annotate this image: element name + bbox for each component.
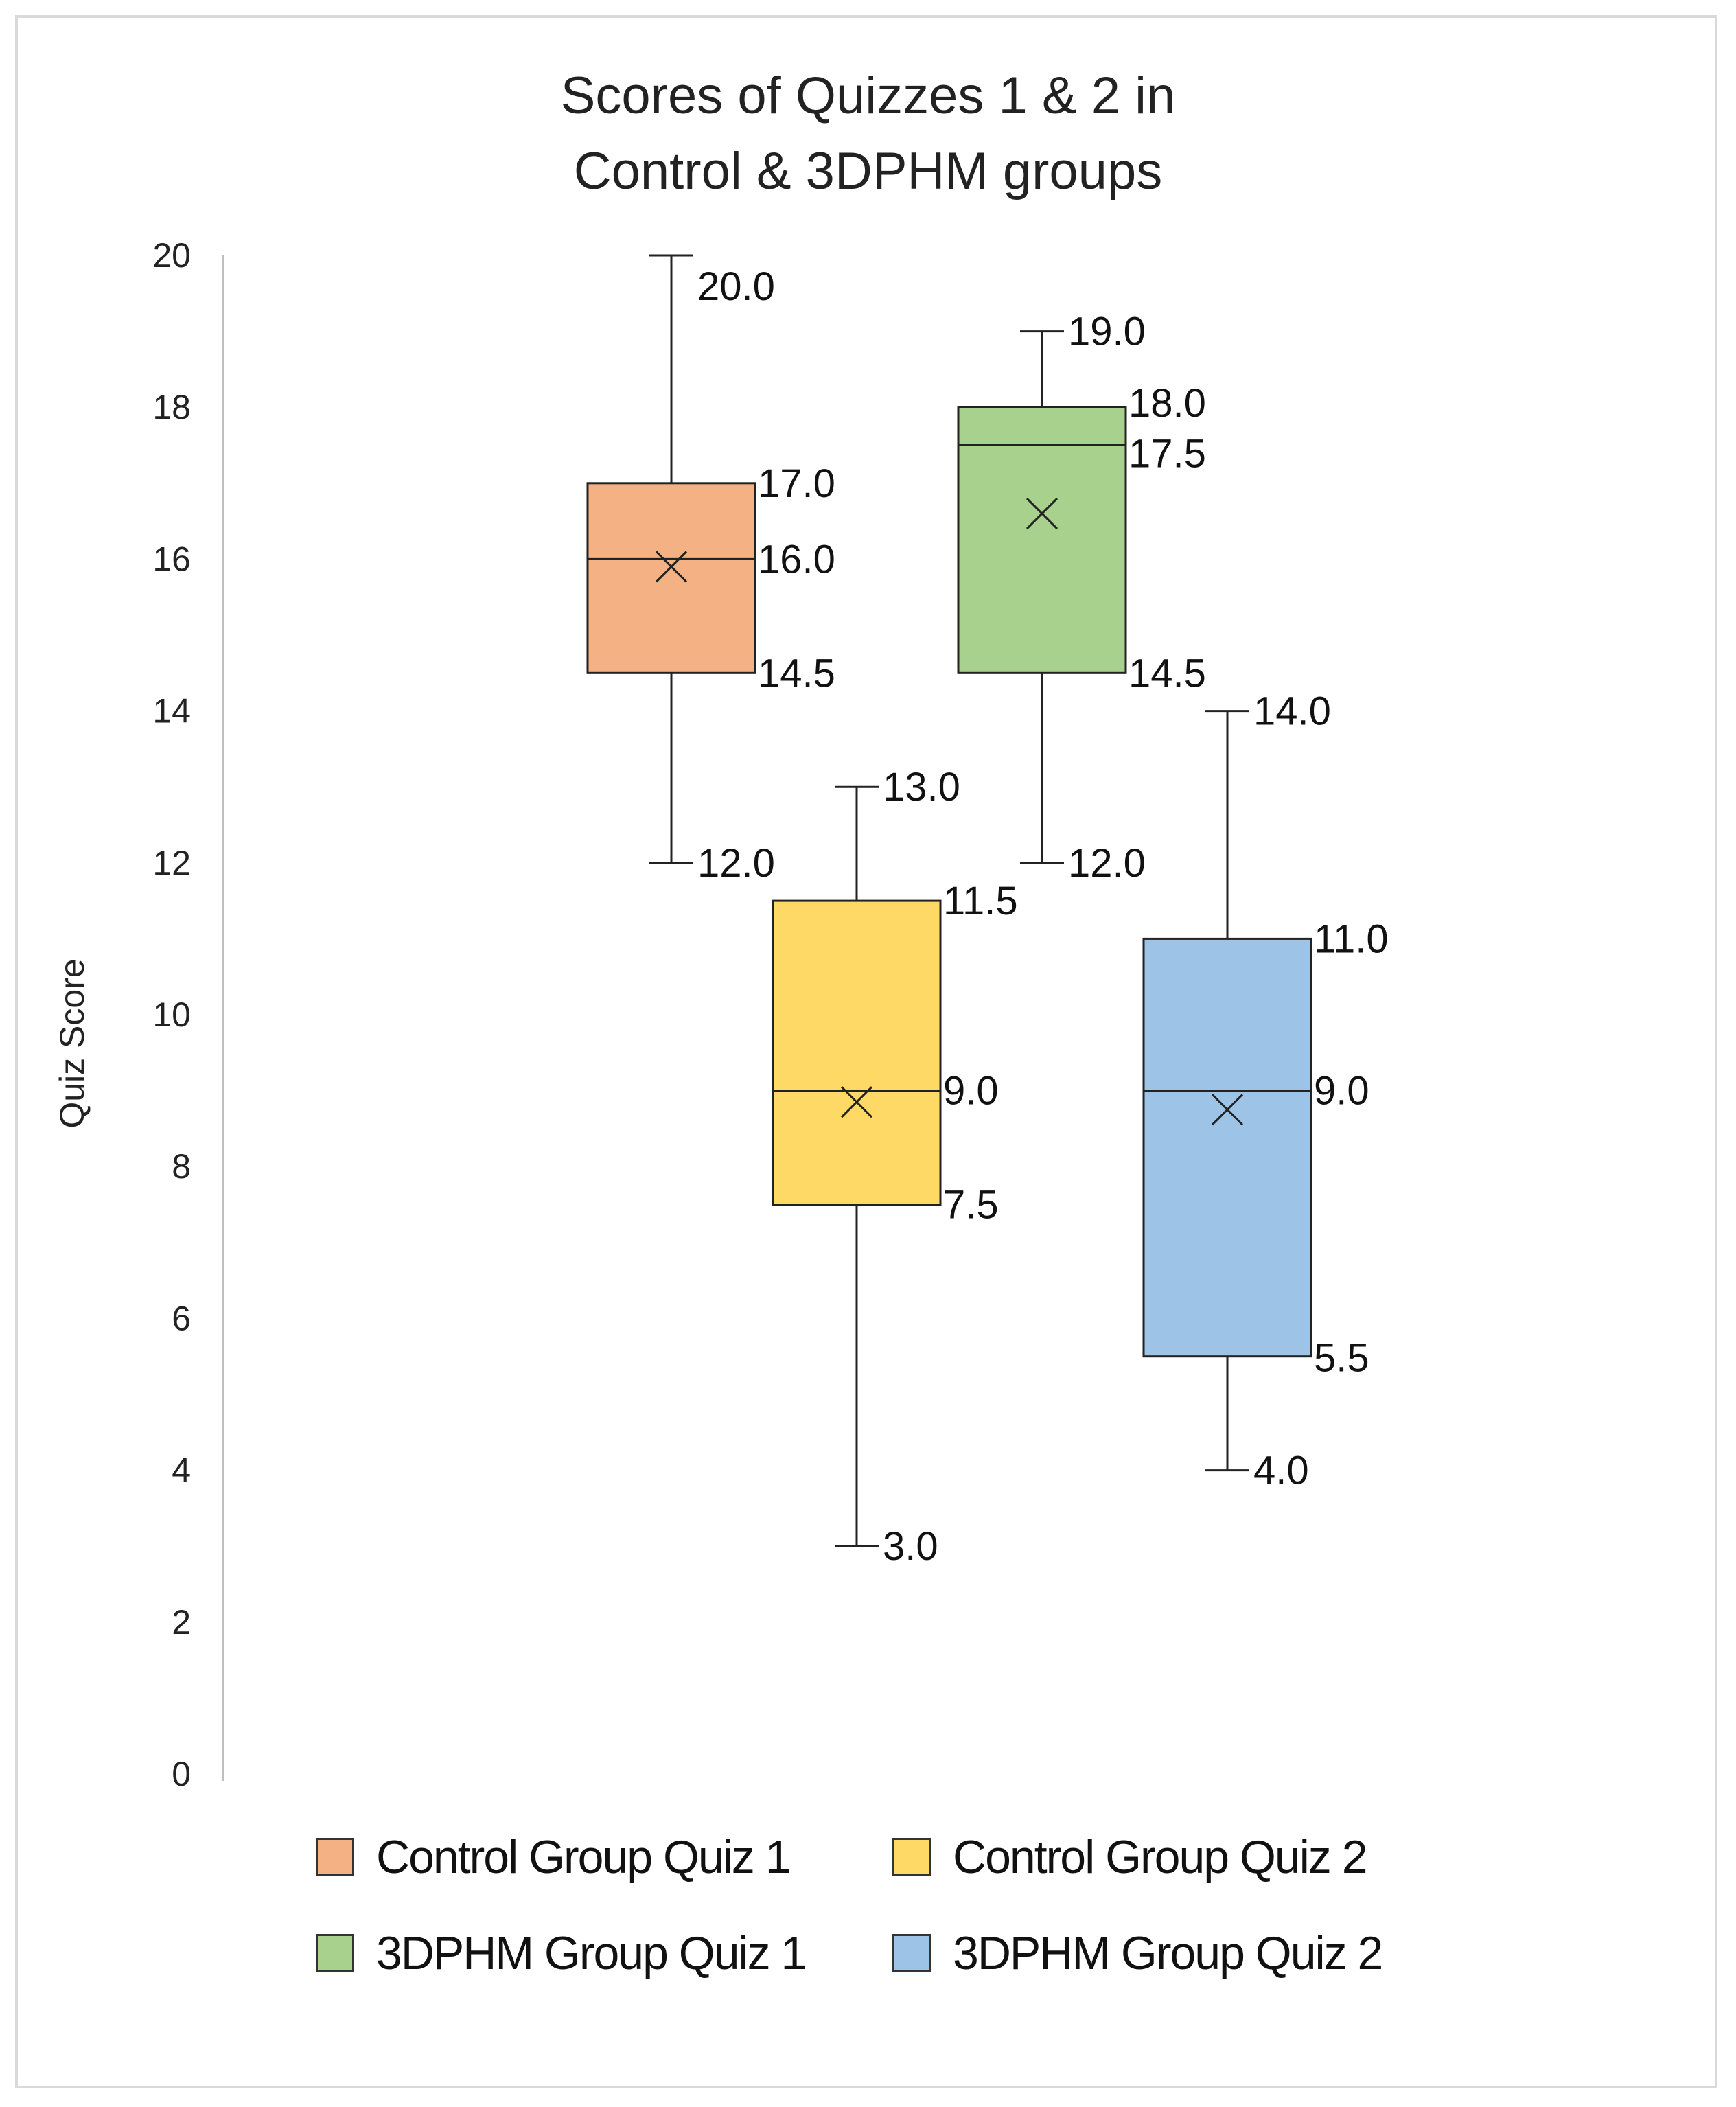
y-tick-label-8: 8	[172, 1147, 191, 1186]
value-label-max-1: 20.0	[697, 264, 775, 309]
y-tick-label-10: 10	[152, 995, 191, 1034]
y-tick-label-4: 4	[172, 1451, 191, 1490]
value-label-q1-2: 7.5	[943, 1183, 999, 1228]
legend: Control Group Quiz 1 Control Group Quiz …	[316, 1819, 1483, 2025]
value-label-max-2: 13.0	[883, 765, 960, 809]
mean-marker-b-1	[655, 551, 688, 583]
value-label-q3-3: 18.0	[1129, 381, 1206, 426]
mean-marker-b-4	[1211, 1094, 1244, 1126]
legend-swatch-3dphm-quiz-1	[316, 1934, 354, 1972]
legend-label-3dphm-quiz-1: 3DPHM Group Quiz 1	[376, 1927, 807, 1979]
y-tick-label-16: 16	[152, 540, 191, 578]
box-4: 14.0 11.0 9.0 5.5 4.0	[1142, 689, 1389, 1493]
iqr-box-1	[586, 482, 756, 674]
legend-item-3dphm-quiz-2: 3DPHM Group Quiz 2	[892, 1915, 1383, 1991]
y-axis-label: Quiz Score	[53, 958, 91, 1128]
value-label-median-4: 9.0	[1314, 1069, 1369, 1114]
y-tick-label-14: 14	[152, 692, 191, 730]
box-2: 13.0 11.5 9.0 7.5 3.0	[772, 765, 1018, 1569]
value-label-median-1: 16.0	[758, 537, 835, 582]
box-series: 20.0 17.0 16.0 14.5 12.0 13.0 11.5 9.0 7.5 3.0 19.…	[586, 254, 1389, 1569]
chart-title-line-1: Scores of Quizzes 1 & 2 in	[560, 67, 1176, 125]
value-label-q1-4: 5.5	[1314, 1336, 1369, 1381]
iqr-box-4	[1142, 937, 1312, 1358]
legend-swatch-3dphm-quiz-2	[892, 1934, 931, 1972]
y-axis: 0 2 4 6 8 10 12 14 16 18 20	[152, 236, 224, 1793]
value-label-median-2: 9.0	[943, 1069, 999, 1114]
chart-title: Scores of Quizzes 1 & 2 in Control & 3DP…	[0, 58, 1736, 209]
legend-swatch-control-quiz-2	[892, 1838, 931, 1876]
y-tick-label-12: 12	[152, 844, 191, 882]
legend-swatch-control-quiz-1	[316, 1838, 354, 1876]
y-tick-label-6: 6	[172, 1299, 191, 1337]
value-label-min-2: 3.0	[883, 1524, 938, 1569]
iqr-box-2	[772, 899, 942, 1206]
value-label-q3-1: 17.0	[758, 461, 835, 506]
value-label-min-4: 4.0	[1253, 1449, 1309, 1493]
value-label-q3-2: 11.5	[943, 879, 1018, 923]
value-label-q1-1: 14.5	[758, 651, 835, 695]
legend-item-control-quiz-2: Control Group Quiz 2	[892, 1819, 1368, 1895]
y-tick-label-18: 18	[152, 388, 191, 426]
y-tick-label-0: 0	[172, 1755, 191, 1793]
iqr-box-3	[957, 406, 1127, 674]
legend-label-3dphm-quiz-2: 3DPHM Group Quiz 2	[953, 1927, 1383, 1979]
box-3: 19.0 18.0 17.5 14.5 12.0	[957, 310, 1206, 886]
value-label-min-1: 12.0	[697, 841, 775, 886]
legend-label-control-quiz-1: Control Group Quiz 1	[376, 1831, 791, 1883]
mean-marker-b-3	[1026, 497, 1058, 530]
chart-title-line-2: Control & 3DPHM groups	[573, 142, 1163, 200]
y-tick-label-2: 2	[172, 1603, 191, 1642]
value-label-min-3: 12.0	[1068, 841, 1146, 886]
legend-item-control-quiz-1: Control Group Quiz 1	[316, 1819, 791, 1895]
legend-item-3dphm-quiz-1: 3DPHM Group Quiz 1	[316, 1915, 807, 1991]
value-label-q1-3: 14.5	[1129, 651, 1206, 695]
mean-marker-b-2	[840, 1086, 873, 1118]
value-label-max-4: 14.0	[1253, 689, 1331, 734]
legend-label-control-quiz-2: Control Group Quiz 2	[953, 1831, 1368, 1883]
value-label-max-3: 19.0	[1068, 310, 1146, 354]
value-label-median-3: 17.5	[1129, 432, 1206, 476]
value-label-q3-4: 11.0	[1314, 917, 1389, 961]
box-1: 20.0 17.0 16.0 14.5 12.0	[586, 254, 835, 886]
y-tick-label-20: 20	[152, 236, 191, 275]
